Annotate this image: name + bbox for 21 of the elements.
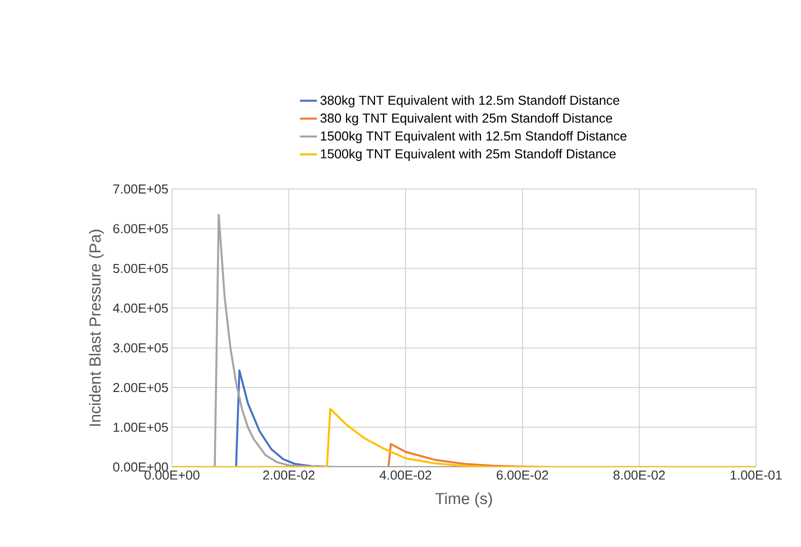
x-tick-label: 8.00E-02 <box>613 470 665 480</box>
line-series <box>172 408 756 467</box>
legend-label: 1500kg TNT Equivalent with 25m Standoff Distance <box>320 148 616 161</box>
y-tick-label: 7.00E+05 <box>113 184 168 194</box>
legend-label: 380 kg TNT Equivalent with 25m Standoff Distance <box>320 113 612 126</box>
y-tick-label: 4.00E+05 <box>112 304 168 313</box>
x-tick-label: 0.00E+00 <box>144 470 200 480</box>
y-tick-label: 3.00E+05 <box>113 343 168 352</box>
x-axis-title: Time (s) <box>435 492 492 508</box>
y-tick-label: 0.00E+00 <box>113 462 168 472</box>
x-tick-label: 1.00E-01 <box>730 470 782 480</box>
y-tick-label: 2.00E+05 <box>113 382 168 392</box>
y-tick-label: 1.00E+05 <box>114 422 168 432</box>
legend-label: 1500kg TNT Equivalent with 12.5m Standoff Distance <box>320 131 626 144</box>
legend-label: 380kg TNT Equivalent with 12.5m Standoff Distance <box>320 95 620 108</box>
y-tick-label: 6.00E+05 <box>113 224 168 234</box>
y-axis-title: Incident Blast Pressure (Pa) <box>88 230 104 426</box>
y-tick-label: 5.00E+05 <box>113 264 168 273</box>
x-tick-label: 6.00E-02 <box>496 470 548 480</box>
x-tick-label: 4.00E-02 <box>380 470 432 480</box>
x-tick-label: 2.00E-02 <box>263 470 314 480</box>
